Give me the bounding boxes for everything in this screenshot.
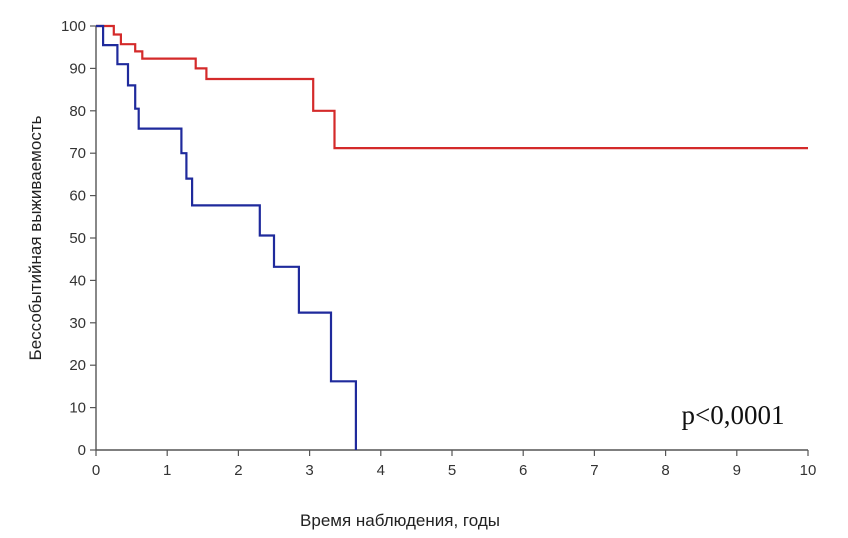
axes: 0 10 20 30 40 50 60 70 80 90 100 0 1 2 3 4 5 6 7 8 9 10 xyxy=(61,18,816,479)
x-axis-label: Время наблюдения, годы xyxy=(300,511,500,530)
y-tick-label: 60 xyxy=(69,188,86,205)
x-tick-label: 5 xyxy=(448,462,456,479)
series-line-2 xyxy=(96,24,357,450)
y-tick-label: 40 xyxy=(69,272,86,289)
y-tick-label: 10 xyxy=(69,400,86,417)
y-tick-label: 20 xyxy=(69,357,86,374)
x-tick-label: 0 xyxy=(92,462,100,479)
x-tick-label: 2 xyxy=(234,462,242,479)
x-tick-label: 10 xyxy=(800,462,817,479)
y-tick-label: 70 xyxy=(69,145,86,162)
y-tick-label: 50 xyxy=(69,230,86,247)
x-tick-label: 6 xyxy=(519,462,527,479)
x-tick-label: 1 xyxy=(163,462,171,479)
y-axis-label: Бессобытийная выживаемость xyxy=(26,115,45,360)
x-tick-label: 7 xyxy=(590,462,598,479)
x-tick-label: 3 xyxy=(305,462,313,479)
y-tick-label: 0 xyxy=(78,442,86,459)
x-tick-label: 8 xyxy=(661,462,669,479)
x-tick-label: 9 xyxy=(733,462,741,479)
p-value-annotation: p<0,0001 xyxy=(682,400,785,430)
y-tick-label: 80 xyxy=(69,103,86,120)
y-tick-label: 30 xyxy=(69,315,86,332)
y-tick-label: 100 xyxy=(61,18,86,35)
series-line-1 xyxy=(96,24,808,150)
x-tick-label: 4 xyxy=(377,462,385,479)
y-tick-label: 90 xyxy=(69,60,86,77)
series-group xyxy=(96,24,808,450)
